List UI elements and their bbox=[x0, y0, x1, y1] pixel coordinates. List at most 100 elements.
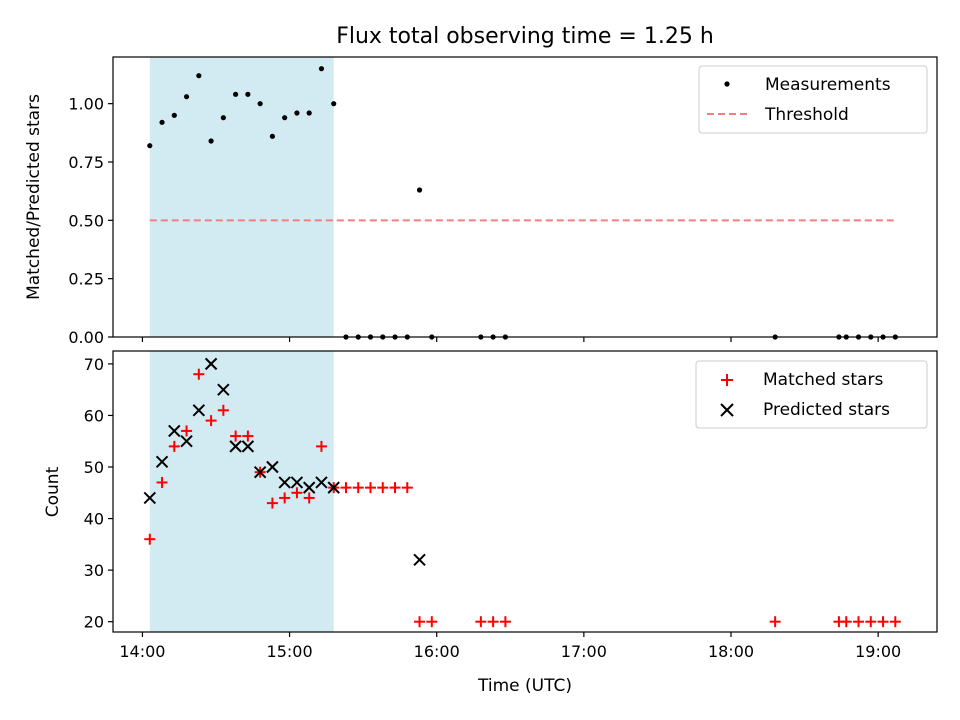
legend-matched-label: Matched stars bbox=[763, 370, 883, 390]
matched-star-point bbox=[181, 425, 193, 437]
legend-matched-marker bbox=[721, 374, 733, 386]
bottom-panel: 20 30 40 50 60 70 14:00 15:00 16:00 17:00 18:00 19… bbox=[43, 350, 938, 696]
matched-star-point bbox=[877, 616, 889, 628]
top-ytick-label: 0.25 bbox=[68, 270, 104, 289]
matched-star-point bbox=[340, 482, 352, 494]
top-panel: 0.00 0.25 0.50 0.75 1.00 Flux total observin… bbox=[24, 24, 938, 347]
bot-ytick-label: 40 bbox=[84, 510, 104, 529]
bottom-axes-frame bbox=[112, 350, 938, 633]
measurement-point bbox=[220, 115, 226, 121]
measurement-point bbox=[208, 138, 214, 144]
predicted-star-point bbox=[217, 383, 230, 396]
matched-star-point bbox=[487, 616, 499, 628]
predicted-star-point bbox=[290, 476, 304, 489]
top-legend-box bbox=[698, 65, 928, 134]
measurement-point bbox=[416, 187, 423, 193]
bottom-xlabel: Time (UTC) bbox=[477, 676, 572, 696]
matched-star-point bbox=[401, 482, 413, 494]
predicted-star-point bbox=[266, 460, 279, 474]
top-ytick-label: 1.00 bbox=[68, 95, 104, 114]
legend-measurements-marker bbox=[724, 81, 730, 87]
measurement-point bbox=[306, 110, 312, 116]
measurement-point bbox=[159, 119, 165, 125]
bot-highlight-span bbox=[149, 351, 334, 632]
predicted-star-point bbox=[204, 357, 218, 371]
predicted-star-point bbox=[327, 481, 340, 494]
matched-star-point bbox=[889, 616, 901, 628]
predicted-star-point bbox=[253, 465, 267, 479]
measurement-point bbox=[245, 91, 251, 97]
matched-star-point bbox=[205, 415, 217, 427]
top-ytick-label: 0.75 bbox=[68, 153, 104, 172]
matched-star-point bbox=[853, 616, 865, 628]
top-title: Flux total observing time = 1.25 h bbox=[336, 24, 714, 49]
legend-predicted-label: Predicted stars bbox=[763, 400, 890, 420]
bottom-ylabel: Count bbox=[43, 466, 63, 517]
xtick-label: 17:00 bbox=[561, 642, 607, 661]
measurement-point bbox=[318, 66, 325, 72]
measurement-point bbox=[233, 91, 239, 97]
matched-star-point bbox=[352, 482, 364, 494]
top-legend: Measurements Threshold bbox=[698, 65, 928, 134]
xtick-label: 18:00 bbox=[708, 642, 754, 661]
matched-star-point bbox=[168, 440, 180, 452]
predicted-star-point bbox=[241, 440, 255, 453]
predicted-star-point bbox=[278, 476, 291, 489]
measurement-point bbox=[147, 143, 153, 149]
matched-star-point bbox=[426, 616, 438, 628]
predicted-star-point bbox=[155, 455, 169, 469]
predicted-star-point bbox=[229, 440, 242, 453]
legend-predicted-marker bbox=[720, 403, 734, 417]
top-highlight-span bbox=[149, 57, 334, 337]
matched-star-point bbox=[144, 533, 156, 545]
matched-star-point bbox=[414, 616, 426, 628]
measurement-point bbox=[294, 110, 300, 116]
matched-star-point bbox=[365, 482, 376, 494]
measurement-point bbox=[183, 94, 190, 100]
matched-star-point bbox=[242, 430, 254, 442]
bot-ytick-label: 70 bbox=[84, 355, 104, 374]
predicted-star-point bbox=[192, 404, 206, 417]
xtick-label: 19:00 bbox=[855, 642, 901, 661]
predicted-star-point bbox=[315, 476, 328, 489]
matched-star-point bbox=[865, 616, 877, 628]
measurement-point bbox=[331, 101, 337, 107]
xtick-label: 15:00 bbox=[267, 642, 313, 661]
bottom-legend-box bbox=[695, 360, 928, 429]
measurement-point bbox=[196, 73, 202, 79]
predicted-star-point bbox=[302, 481, 316, 494]
top-ytick-label: 0.50 bbox=[68, 211, 104, 230]
matched-star-point bbox=[291, 487, 303, 499]
matched-star-point bbox=[315, 440, 327, 452]
xtick-label: 14:00 bbox=[119, 642, 165, 661]
matched-star-point bbox=[156, 476, 168, 488]
matched-star-point bbox=[377, 482, 389, 494]
top-ytick-label: 0.00 bbox=[68, 328, 104, 347]
matched-star-point bbox=[230, 430, 242, 442]
bot-ytick-label: 50 bbox=[84, 458, 104, 477]
legend-threshold-label: Threshold bbox=[764, 105, 849, 125]
matched-star-point bbox=[499, 616, 511, 628]
xtick-label: 16:00 bbox=[414, 642, 460, 661]
measurement-point bbox=[269, 133, 276, 139]
legend-measurements-label: Measurements bbox=[765, 75, 891, 95]
predicted-star-point bbox=[168, 424, 181, 438]
measurement-point bbox=[282, 115, 288, 121]
bot-ytick-label: 20 bbox=[84, 613, 104, 632]
measurement-point bbox=[257, 101, 263, 107]
matched-star-point bbox=[389, 482, 401, 494]
matched-star-point bbox=[193, 368, 205, 380]
bot-ytick-label: 60 bbox=[84, 406, 104, 425]
matched-star-point bbox=[475, 616, 487, 628]
matched-star-point bbox=[266, 497, 278, 509]
bottom-legend: Matched stars Predicted stars bbox=[695, 360, 928, 429]
matched-star-point bbox=[279, 492, 291, 504]
measurement-point bbox=[171, 112, 177, 118]
matched-star-point bbox=[840, 616, 852, 628]
predicted-star-point bbox=[143, 491, 156, 505]
bot-ytick-label: 30 bbox=[84, 561, 104, 580]
matched-star-point bbox=[769, 616, 781, 628]
top-axes-frame bbox=[112, 56, 938, 338]
predicted-star-point bbox=[413, 553, 426, 567]
